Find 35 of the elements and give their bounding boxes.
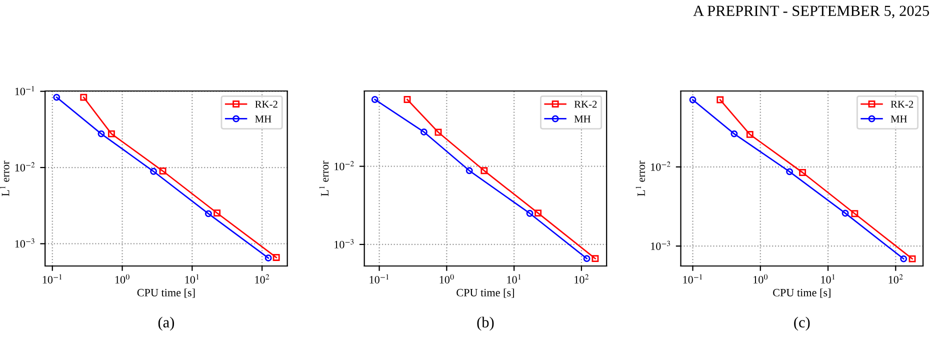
y-tick-label: 10$^{−3}$ [334,239,354,248]
legend-label: MH [255,116,272,122]
y-axis-title: L$^{1}$ error [636,160,645,196]
x-axis-title: CPU time [s] [773,288,830,298]
x-tick-label: 10$^{0}$ [115,274,130,284]
legend-label: MH [890,116,907,122]
legend-label: MH [574,116,591,122]
y-tick-label: 10$^{−2}$ [651,162,670,171]
y-tick-label: 10$^{−2}$ [334,160,354,170]
legend-label: RK-2 [255,100,278,108]
text: (c) [794,316,810,331]
x-tick-label: 10$^{1}$ [507,274,521,284]
x-tick-label: 10$^{0}$ [754,274,768,284]
x-tick-label: 10$^{1}$ [185,274,199,284]
y-tick-label: 10$^{−1}$ [15,86,34,96]
text: (a) [158,316,174,331]
legend-label: RK-2 [890,100,914,108]
text: (b) [477,316,494,331]
text: A PREPRINT - SEPTEMBER 5, 2025 [693,6,930,18]
y-axis-title: L$^{1}$ error [319,160,329,196]
x-tick-label: 10$^{−1}$ [683,274,702,284]
y-tick-label: 10$^{−2}$ [15,162,35,172]
x-tick-label: 10$^{−1}$ [42,274,62,284]
x-tick-label: 10$^{2}$ [255,274,270,284]
x-tick-label: 10$^{1}$ [821,274,835,284]
y-axis-title: L$^{1}$ error [0,160,10,196]
x-axis-title: CPU time [s] [456,288,514,298]
x-tick-label: 10$^{−1}$ [370,274,388,284]
x-tick-label: 10$^{0}$ [440,274,454,284]
x-axis-title: CPU time [s] [137,288,195,298]
x-tick-label: 10$^{2}$ [574,274,589,284]
y-tick-label: 10$^{−3}$ [651,240,670,250]
legend-label: RK-2 [574,100,597,108]
y-tick-label: 10$^{−3}$ [15,238,34,248]
x-tick-label: 10$^{2}$ [888,274,903,284]
